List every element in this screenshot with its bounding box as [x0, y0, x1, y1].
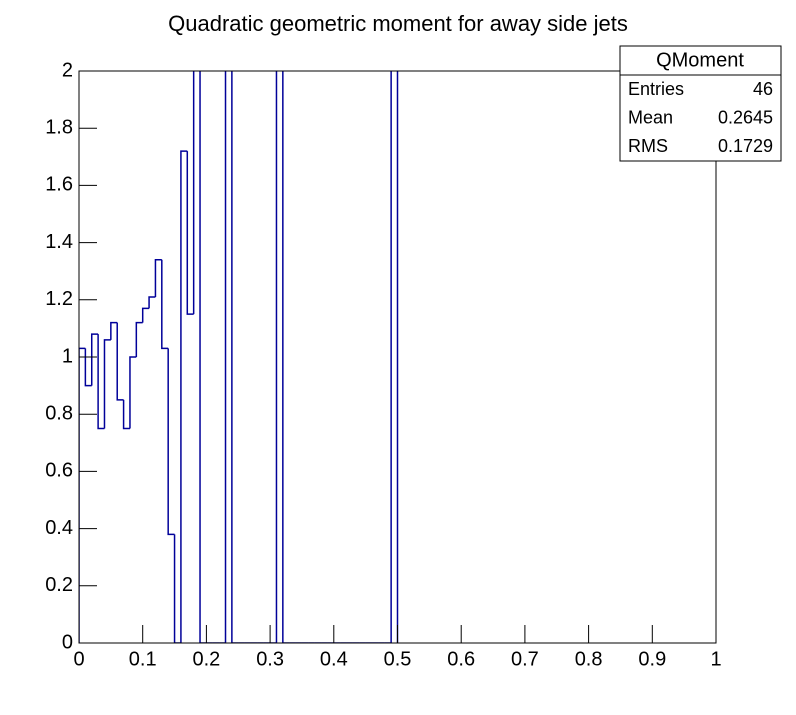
y-tick-label: 0.6: [45, 460, 73, 482]
histogram-bin: [390, 71, 399, 643]
histogram-bin: [79, 347, 86, 643]
y-tick-label: 1.8: [45, 116, 73, 138]
histogram-bin: [84, 348, 92, 387]
x-tick-label: 0.7: [511, 648, 539, 670]
histogram-bin: [173, 534, 181, 643]
stats-value: 46: [753, 79, 773, 99]
histogram-bin: [224, 71, 227, 643]
x-tick-label: 1: [710, 648, 721, 670]
histogram-bin: [231, 71, 239, 643]
histogram-bin: [116, 322, 124, 401]
y-tick-label: 0: [62, 631, 73, 653]
histogram-bin: [275, 71, 278, 643]
histogram-bin: [180, 150, 188, 643]
y-tick-label: 1: [62, 345, 73, 367]
histogram-bin: [282, 71, 290, 643]
histogram-bin: [167, 348, 175, 536]
stats-frame: [619, 45, 782, 162]
stats-label: Mean: [628, 107, 673, 127]
stats-value: 0.2645: [718, 107, 773, 127]
histogram-bin: [122, 399, 130, 430]
histogram-bin: [110, 321, 118, 340]
histogram-bin: [161, 259, 169, 350]
stats-label: RMS: [628, 136, 668, 156]
histogram-bin: [97, 334, 105, 430]
histogram-bin: [103, 339, 111, 429]
x-tick-label: 0.5: [384, 648, 412, 670]
histogram-bin: [199, 71, 207, 643]
y-tick-label: 0.4: [45, 517, 73, 539]
y-tick-label: 0.2: [45, 574, 73, 596]
y-tick-label: 2: [62, 59, 73, 81]
x-tick-label: 0: [73, 648, 84, 670]
histogram: [79, 71, 399, 643]
x-tick-label: 0.8: [575, 648, 603, 670]
histogram-bin: [129, 356, 137, 429]
x-tick-label: 0.4: [320, 648, 348, 670]
y-tick-label: 1.4: [45, 231, 73, 253]
x-tick-label: 0.6: [447, 648, 475, 670]
stats-label: Entries: [628, 79, 684, 99]
x-tick-label: 0.3: [256, 648, 284, 670]
histogram-bin: [192, 71, 195, 315]
histogram-bin: [141, 307, 150, 323]
histogram-bin: [154, 259, 162, 297]
histogram-bin: [148, 296, 156, 309]
histogram-bin: [90, 333, 99, 386]
chart-title: Quadratic geometric moment for away side…: [168, 11, 628, 36]
stats-title: QMoment: [656, 49, 744, 71]
y-tick-label: 0.8: [45, 402, 73, 424]
histogram-bin: [135, 321, 143, 357]
x-tick-label: 0.9: [638, 648, 666, 670]
stats-box: QMoment Entries 46 Mean 0.2645 RMS 0.1729: [619, 45, 782, 162]
x-tick-label: 0.1: [129, 648, 157, 670]
histogram-bin: [186, 151, 194, 315]
stats-value: 0.1729: [718, 136, 773, 156]
x-tick-label: 0.2: [192, 648, 220, 670]
y-tick-label: 1.2: [45, 288, 73, 310]
y-tick-label: 1.6: [45, 174, 73, 196]
